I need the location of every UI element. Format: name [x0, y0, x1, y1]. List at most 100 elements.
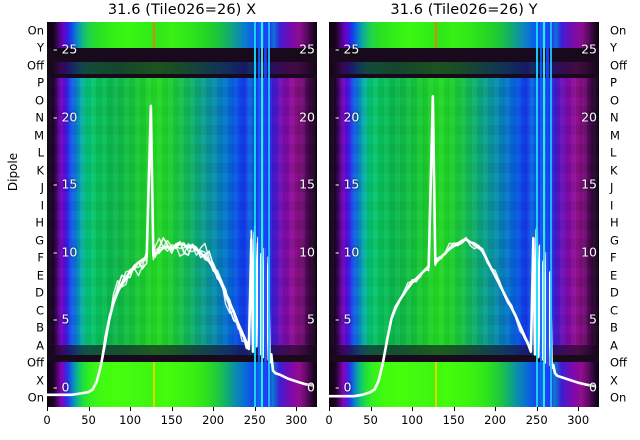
category-label-d-15: D [35, 285, 44, 300]
category-label-m-6: M [610, 128, 620, 142]
rfi-column-259 [261, 22, 264, 407]
x-tick-label-300: 300 [285, 413, 308, 427]
category-label-x-20: X [610, 373, 618, 387]
category-label-off-2: Off [610, 58, 627, 72]
x-tick-label-250: 250 [243, 413, 266, 427]
category-label-e-14: E [36, 268, 44, 282]
x-axis-panel-y: 0 50 100 150 200 250 300 [325, 407, 599, 437]
category-label-y-1: Y [36, 40, 44, 55]
x-tick-mark-50 [88, 407, 90, 411]
marker-column [435, 22, 437, 48]
x-tick-label-50: 50 [363, 413, 378, 427]
rfi-column-267 [549, 22, 553, 407]
x-tick-label-200: 200 [202, 413, 225, 427]
x-tick-label-50: 50 [81, 413, 96, 427]
category-label-off-19: Off [610, 355, 627, 370]
x-tick-mark-150 [453, 407, 455, 411]
x-tick-label-100: 100 [119, 413, 142, 427]
rfi-column-255 [539, 22, 543, 407]
category-label-f-13: F [37, 250, 44, 265]
panel-title-y: 31.6 (Tile026=26) Y [390, 2, 538, 18]
x-tick-label-0: 0 [43, 413, 51, 427]
category-label-l-7: L [37, 145, 44, 160]
rfi-column-263 [264, 22, 267, 407]
category-axis-left: On Y Off P O N M L K J I H G F E D C B A Off X On [2, 22, 46, 407]
band-gap-upper [47, 48, 317, 78]
category-label-off-19: Off [27, 355, 44, 370]
category-label-k-8: K [610, 163, 618, 177]
waterfall-panel-x[interactable] [47, 22, 317, 407]
marker-column [153, 362, 155, 407]
x-tick-label-300: 300 [567, 413, 590, 427]
rfi-column-250 [535, 22, 538, 407]
category-label-on-0: On [27, 23, 44, 37]
marker-column [435, 362, 437, 407]
x-tick-label-250: 250 [525, 413, 548, 427]
x-axis-panel-x: 0 50 100 150 200 250 300 [43, 407, 317, 437]
spectrum-trace-x [47, 22, 317, 407]
x-tick-mark-100 [412, 407, 414, 411]
rfi-column-267 [267, 22, 271, 407]
category-label-on-21: On [27, 390, 44, 405]
rfi-column-250 [253, 22, 256, 407]
category-label-a-18: A [610, 338, 618, 352]
band-top-on [329, 22, 599, 48]
category-label-y-1: Y [610, 40, 618, 55]
x-tick-mark-0 [47, 407, 48, 411]
x-tick-label-200: 200 [484, 413, 507, 427]
x-tick-mark-250 [254, 407, 256, 411]
x-tick-mark-250 [536, 407, 538, 411]
x-tick-mark-0 [329, 407, 330, 411]
category-label-f-13: F [610, 250, 617, 265]
x-tick-label-0: 0 [325, 413, 333, 427]
rfi-column-255 [257, 22, 261, 407]
category-axis-right: On Y Off P O N M L K J I H G F E D C B A Off X On [604, 22, 640, 407]
panel-title-x: 31.6 (Tile026=26) X [107, 2, 257, 18]
category-label-on-0: On [610, 23, 627, 37]
x-tick-mark-300 [296, 407, 298, 411]
category-label-b-17: B [610, 320, 618, 335]
category-label-c-16: C [35, 303, 44, 317]
x-tick-mark-150 [171, 407, 173, 411]
x-tick-mark-200 [213, 407, 215, 411]
category-label-x-20: X [36, 373, 44, 387]
category-label-g-12: G [610, 233, 619, 247]
band-gap-upper [329, 48, 599, 78]
x-tick-mark-50 [370, 407, 372, 411]
x-tick-label-150: 150 [160, 413, 183, 427]
category-label-h-11: H [610, 215, 619, 230]
category-label-on-21: On [610, 390, 627, 405]
category-label-e-14: E [610, 268, 618, 282]
spectrum-trace-y [329, 22, 599, 407]
band-top-on [47, 22, 317, 48]
category-label-m-6: M [34, 128, 44, 142]
category-label-g-12: G [35, 233, 44, 247]
category-label-j-9: J [610, 180, 614, 195]
category-label-l-7: L [610, 145, 617, 160]
category-label-k-8: K [36, 163, 44, 177]
category-label-o-4: O [34, 93, 44, 107]
waterfall-panel-y[interactable] [329, 22, 599, 407]
category-label-off-2: Off [27, 58, 44, 72]
x-tick-label-150: 150 [442, 413, 465, 427]
category-label-n-5: N [610, 110, 619, 125]
category-label-p-3: P [610, 75, 617, 90]
category-label-i-10: I [40, 198, 44, 212]
rfi-column-263 [546, 22, 549, 407]
category-label-p-3: P [37, 75, 44, 90]
x-tick-mark-100 [130, 407, 132, 411]
category-label-j-9: J [40, 180, 44, 195]
marker-column [153, 22, 155, 48]
category-label-n-5: N [35, 110, 44, 125]
category-label-o-4: O [610, 93, 620, 107]
band-main [47, 78, 317, 345]
x-tick-mark-300 [578, 407, 580, 411]
category-label-i-10: I [610, 198, 614, 212]
category-label-a-18: A [36, 338, 44, 352]
category-label-c-16: C [610, 303, 619, 317]
band-main [329, 78, 599, 345]
category-label-h-11: H [35, 215, 44, 230]
x-tick-mark-200 [495, 407, 497, 411]
x-tick-label-100: 100 [401, 413, 424, 427]
